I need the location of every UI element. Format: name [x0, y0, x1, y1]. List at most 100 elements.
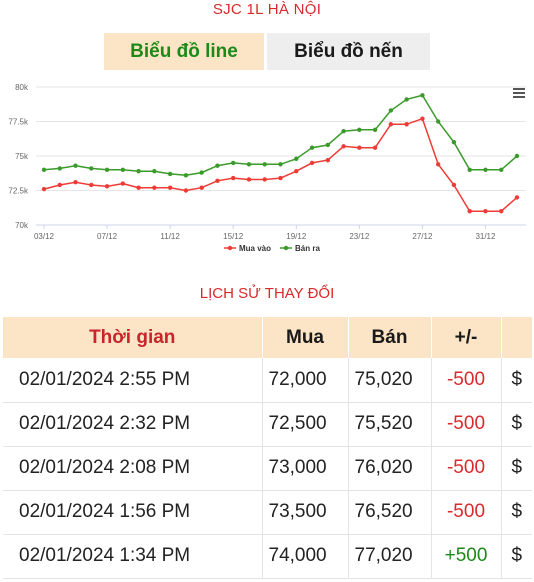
data-point	[514, 195, 520, 200]
y-tick-label: 75k	[15, 152, 29, 161]
data-point	[372, 127, 378, 132]
data-point	[89, 166, 94, 171]
data-point	[467, 209, 472, 214]
y-tick-label: 77.5k	[8, 118, 29, 127]
cell-buy: 72,500	[262, 402, 349, 447]
cell-time: 02/01/2024 1:34 PM	[3, 534, 263, 579]
data-point	[41, 167, 47, 172]
data-point	[341, 144, 346, 149]
data-point	[341, 128, 346, 134]
x-tick-label: 11/12	[160, 232, 180, 241]
data-point	[420, 93, 425, 98]
data-point	[388, 122, 394, 127]
header-icon	[501, 317, 533, 358]
data-point	[325, 157, 330, 163]
table-row: 02/01/2024 2:32 PM 72,500 75,520 -500 $	[3, 402, 532, 447]
cell-buy: 73,500	[262, 490, 349, 535]
data-point	[104, 167, 110, 172]
y-tick-label: 80k	[15, 83, 29, 92]
cell-buy: 72,000	[262, 358, 349, 403]
data-point	[73, 163, 78, 168]
x-tick-label: 15/12	[223, 232, 244, 241]
page-title: SJC 1L HÀ NỘI	[212, 1, 322, 18]
data-point	[262, 177, 267, 182]
data-point	[435, 162, 441, 167]
data-point	[278, 162, 283, 167]
data-point	[183, 173, 189, 178]
data-point	[215, 163, 220, 168]
data-point	[57, 182, 62, 188]
data-point	[514, 153, 520, 159]
dollar-icon[interactable]: $	[501, 402, 532, 447]
x-tick-label: 31/12	[475, 232, 496, 241]
data-point	[199, 185, 204, 190]
data-point	[73, 180, 78, 185]
chart-menu-icon[interactable]	[513, 88, 525, 98]
y-tick-label: 72.5k	[8, 187, 29, 196]
data-point	[325, 142, 330, 148]
cell-sell: 75,520	[348, 402, 432, 447]
data-point	[499, 167, 504, 172]
cell-time: 02/01/2024 2:08 PM	[3, 446, 263, 491]
legend-label: Bán ra	[295, 244, 320, 253]
header-time: Thời gian	[3, 317, 263, 358]
legend-label: Mua vào	[239, 244, 271, 253]
data-point	[120, 181, 126, 186]
data-point	[231, 175, 236, 181]
header-change: +/-	[431, 317, 502, 358]
cell-change: +500	[431, 534, 502, 579]
data-point	[246, 177, 252, 182]
dollar-icon[interactable]: $	[501, 490, 532, 535]
data-point	[104, 184, 110, 189]
data-point	[89, 182, 94, 188]
table-row: 02/01/2024 1:56 PM 73,500 76,520 -500 $	[3, 490, 532, 535]
data-point	[278, 175, 283, 181]
cell-buy: 73,000	[262, 446, 349, 491]
table-row: 02/01/2024 2:55 PM 72,000 75,020 -500 $	[3, 358, 532, 403]
data-point	[404, 122, 409, 127]
tab-candle-chart[interactable]: Biểu đồ nến	[267, 33, 430, 70]
data-point	[215, 178, 220, 184]
data-point	[41, 186, 47, 192]
cell-time: 02/01/2024 2:32 PM	[3, 402, 263, 447]
table-row: 02/01/2024 1:34 PM 74,000 77,020 +500 $	[3, 534, 532, 579]
data-point	[183, 188, 189, 193]
data-point	[451, 140, 457, 145]
data-point	[167, 171, 173, 177]
cell-sell: 77,020	[348, 534, 432, 579]
x-tick-label: 23/12	[349, 232, 370, 241]
cell-change: -500	[431, 490, 502, 535]
data-point	[467, 167, 472, 172]
data-point	[152, 168, 157, 174]
data-point	[420, 116, 425, 121]
data-point	[136, 168, 141, 174]
data-point	[483, 209, 488, 214]
cell-sell: 76,020	[348, 446, 432, 491]
cell-time: 02/01/2024 1:56 PM	[3, 490, 263, 535]
cell-change: -500	[431, 446, 502, 491]
legend-marker	[283, 245, 289, 251]
y-tick-label: 70k	[15, 221, 29, 230]
cell-sell: 75,020	[348, 358, 432, 403]
data-point	[483, 167, 488, 172]
data-point	[246, 162, 252, 167]
header-sell: Bán	[348, 317, 432, 358]
x-tick-label: 03/12	[34, 232, 55, 241]
dollar-icon[interactable]: $	[501, 534, 532, 579]
data-point	[199, 170, 204, 175]
data-point	[262, 162, 267, 167]
dollar-icon[interactable]: $	[501, 358, 532, 403]
tab-line-chart[interactable]: Biểu đồ line	[104, 33, 264, 70]
data-point	[357, 145, 362, 150]
data-point	[309, 145, 315, 150]
data-point	[57, 166, 62, 171]
data-point	[451, 182, 457, 188]
price-chart-svg: 70k 72.5k 75k 77.5k 80k 03/12 07/12 11/12 15/12 1…	[8, 83, 526, 253]
cell-change: -500	[431, 402, 502, 447]
cell-time: 02/01/2024 2:55 PM	[3, 358, 263, 403]
x-tick-label: 07/12	[97, 232, 118, 241]
data-point	[294, 168, 299, 174]
data-point	[372, 145, 378, 150]
x-tick-label: 19/12	[286, 232, 307, 241]
dollar-icon[interactable]: $	[501, 446, 532, 491]
